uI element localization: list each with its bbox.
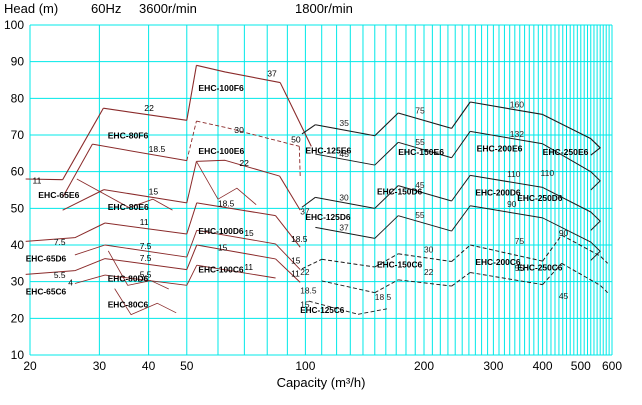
svg-text:500: 500 (571, 359, 591, 373)
svg-text:20: 20 (23, 359, 37, 373)
svg-text:80: 80 (11, 91, 25, 105)
svg-text:EHC-200E6: EHC-200E6 (477, 144, 523, 154)
svg-text:90: 90 (559, 228, 569, 238)
svg-text:7.5: 7.5 (140, 241, 152, 251)
svg-text:18.5: 18.5 (149, 144, 166, 154)
svg-text:EHC-65D6: EHC-65D6 (26, 254, 67, 264)
svg-text:10: 10 (11, 348, 25, 362)
svg-text:300: 300 (483, 359, 503, 373)
svg-text:EHC-150D6: EHC-150D6 (377, 186, 422, 196)
svg-text:20: 20 (11, 311, 25, 325)
svg-text:EHC-65E6: EHC-65E6 (38, 190, 79, 200)
svg-text:1800r/min: 1800r/min (295, 1, 353, 16)
svg-text:40: 40 (11, 238, 25, 252)
svg-text:11: 11 (140, 217, 149, 227)
svg-text:75: 75 (415, 105, 425, 115)
svg-text:50: 50 (291, 134, 301, 144)
svg-text:7.5: 7.5 (140, 253, 152, 263)
svg-text:30: 30 (339, 192, 349, 202)
svg-text:EHC-150C6: EHC-150C6 (377, 260, 422, 270)
svg-text:EHC-125C6: EHC-125C6 (300, 306, 345, 315)
svg-text:100: 100 (295, 359, 315, 373)
svg-text:55: 55 (415, 210, 425, 220)
svg-text:EHC-250C6: EHC-250C6 (517, 263, 562, 273)
svg-text:EHC-125D6: EHC-125D6 (305, 212, 350, 222)
svg-text:EHC-65C6: EHC-65C6 (26, 287, 67, 297)
svg-text:7.5: 7.5 (54, 237, 66, 247)
svg-text:EHC-100E6: EHC-100E6 (198, 146, 244, 156)
svg-text:18.5: 18.5 (300, 285, 317, 295)
svg-text:30: 30 (11, 275, 25, 289)
svg-text:60: 60 (11, 165, 25, 179)
svg-text:35: 35 (339, 118, 349, 128)
svg-text:30: 30 (234, 125, 244, 135)
svg-text:EHC-150E6: EHC-150E6 (398, 147, 444, 157)
svg-text:3600r/min: 3600r/min (139, 1, 197, 16)
svg-text:200: 200 (414, 359, 434, 373)
svg-text:EHC-80E6: EHC-80E6 (108, 202, 149, 212)
svg-text:EHC-125E6: EHC-125E6 (305, 145, 351, 155)
svg-text:70: 70 (11, 128, 25, 142)
svg-text:22: 22 (424, 267, 434, 277)
svg-text:Capacity (m³/h): Capacity (m³/h) (277, 375, 366, 390)
svg-text:75: 75 (515, 236, 525, 246)
svg-text:15: 15 (244, 228, 254, 238)
svg-text:EHC-200C6: EHC-200C6 (475, 257, 520, 267)
svg-text:15: 15 (218, 243, 228, 253)
svg-text:50: 50 (11, 201, 25, 215)
svg-text:Head (m): Head (m) (4, 1, 58, 16)
svg-text:18.5: 18.5 (218, 199, 235, 209)
svg-text:132: 132 (510, 129, 525, 139)
svg-text:11: 11 (291, 269, 300, 279)
svg-text:90: 90 (507, 199, 517, 209)
svg-text:22: 22 (300, 267, 310, 277)
svg-text:110: 110 (507, 169, 521, 179)
svg-text:11: 11 (33, 175, 42, 185)
svg-text:60Hz: 60Hz (91, 1, 121, 16)
svg-text:50: 50 (180, 359, 194, 373)
svg-text:15: 15 (291, 255, 301, 265)
svg-text:45: 45 (559, 291, 569, 301)
svg-text:EHC-80F6: EHC-80F6 (108, 131, 149, 141)
svg-text:EHC-80C6: EHC-80C6 (108, 299, 149, 309)
svg-text:EHC-100F6: EHC-100F6 (198, 83, 244, 93)
svg-text:37: 37 (339, 222, 349, 232)
svg-text:18 5: 18 5 (375, 292, 392, 302)
svg-text:40: 40 (142, 359, 156, 373)
svg-text:100: 100 (4, 18, 24, 32)
svg-text:400: 400 (533, 359, 553, 373)
svg-text:15: 15 (149, 186, 159, 196)
svg-text:EHC-80D6: EHC-80D6 (108, 274, 149, 284)
svg-text:55: 55 (415, 137, 425, 147)
svg-text:EHC-100D6: EHC-100D6 (198, 226, 243, 236)
svg-text:600: 600 (602, 359, 622, 373)
svg-text:30: 30 (424, 245, 434, 255)
svg-text:EHC-100C6: EHC-100C6 (198, 265, 243, 275)
svg-text:EHC-250E6: EHC-250E6 (543, 147, 589, 157)
svg-text:EHC-200D6: EHC-200D6 (475, 188, 520, 198)
svg-text:90: 90 (11, 55, 25, 69)
svg-text:30: 30 (93, 359, 107, 373)
svg-text:18.5: 18.5 (291, 234, 308, 244)
svg-text:22: 22 (239, 158, 249, 168)
svg-text:37: 37 (267, 68, 277, 78)
svg-text:11: 11 (244, 262, 253, 272)
svg-text:22: 22 (144, 103, 154, 113)
svg-text:160: 160 (510, 100, 525, 110)
svg-text:110: 110 (541, 168, 555, 178)
svg-text:EHC-250D6: EHC-250D6 (517, 193, 562, 203)
svg-text:4: 4 (68, 277, 73, 287)
svg-text:5.5: 5.5 (54, 270, 66, 280)
